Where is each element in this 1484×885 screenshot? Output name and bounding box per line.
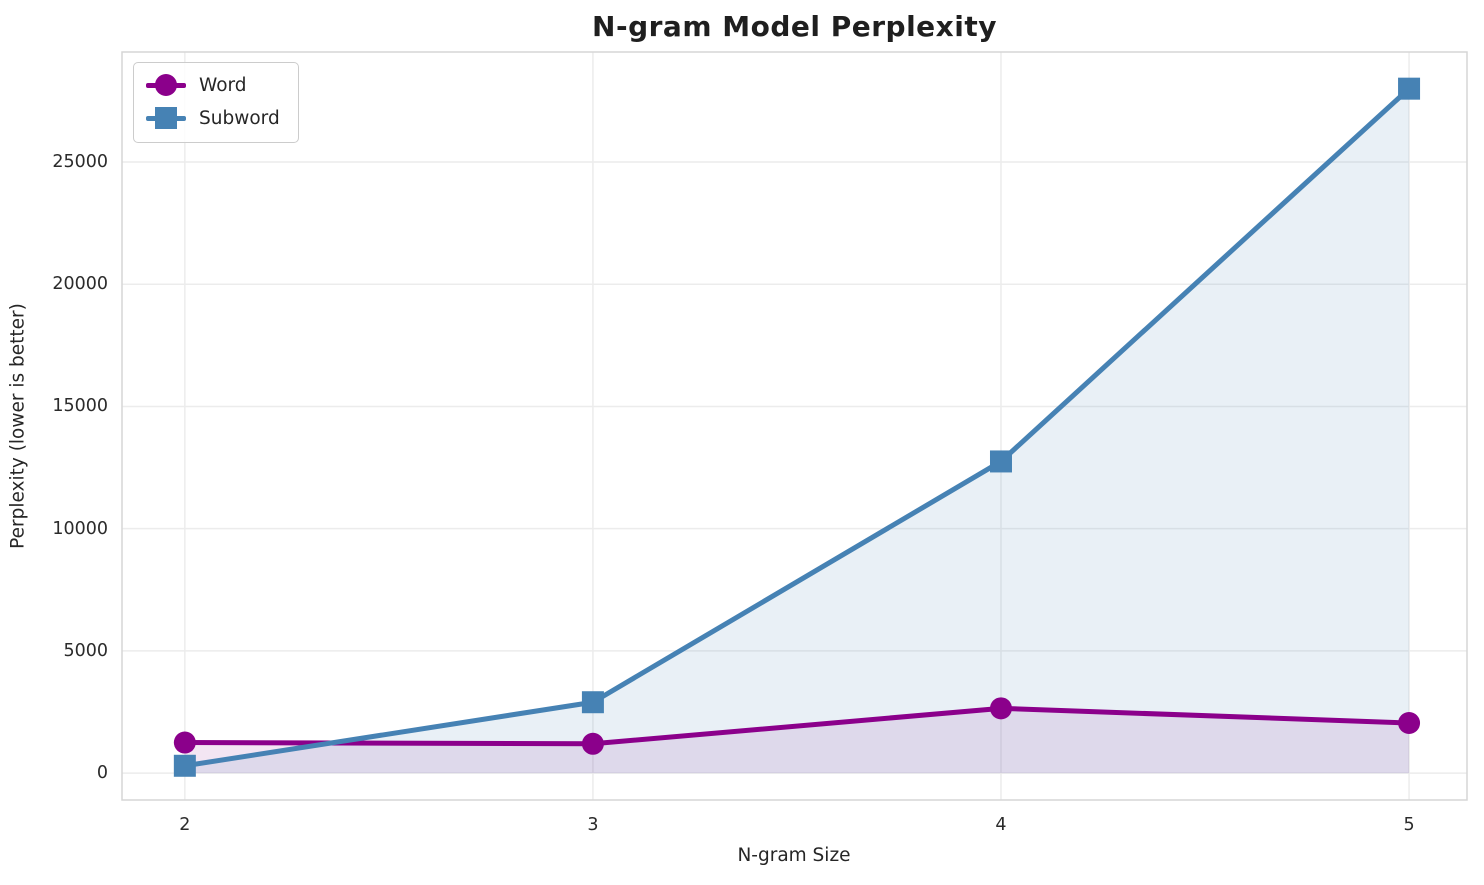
x-tick-label: 5 bbox=[1403, 815, 1415, 835]
square-marker-icon bbox=[146, 105, 186, 131]
line-subword bbox=[182, 86, 1412, 769]
y-tick-label: 10000 bbox=[52, 518, 108, 539]
y-tick-label: 0 bbox=[96, 763, 108, 784]
marker-subword bbox=[989, 450, 1012, 473]
marker-subword bbox=[581, 691, 604, 714]
marker-subword bbox=[173, 754, 196, 777]
marker-word bbox=[1398, 712, 1421, 734]
marker-subword bbox=[1398, 77, 1421, 100]
x-tick-label: 4 bbox=[995, 815, 1007, 835]
x-tick-label: 2 bbox=[179, 815, 191, 835]
area-fill-word bbox=[184, 708, 1410, 774]
x-axis-label: N-gram Size bbox=[737, 845, 851, 866]
marker-word bbox=[989, 697, 1012, 720]
marker-word bbox=[581, 732, 604, 755]
y-tick-label: 15000 bbox=[52, 396, 108, 417]
y-axis-label: Perplexity (lower is better) bbox=[7, 303, 29, 549]
area-fill-subword bbox=[184, 88, 1410, 774]
legend-label-word: Word bbox=[199, 74, 247, 96]
legend-row-subword: Subword bbox=[146, 103, 280, 133]
circle-marker-icon bbox=[146, 72, 186, 98]
marker-word bbox=[173, 731, 196, 754]
x-tick-label: 3 bbox=[587, 815, 599, 835]
legend-label-subword: Subword bbox=[199, 107, 280, 129]
chart-title: N-gram Model Perplexity bbox=[592, 10, 997, 43]
y-tick-label: 5000 bbox=[63, 640, 108, 661]
legend: Word Subword bbox=[133, 62, 299, 143]
line-word bbox=[182, 705, 1412, 747]
plot-border bbox=[121, 51, 1468, 801]
y-tick-label: 25000 bbox=[52, 152, 108, 172]
legend-row-word: Word bbox=[146, 70, 280, 100]
y-tick-label: 20000 bbox=[52, 274, 108, 295]
